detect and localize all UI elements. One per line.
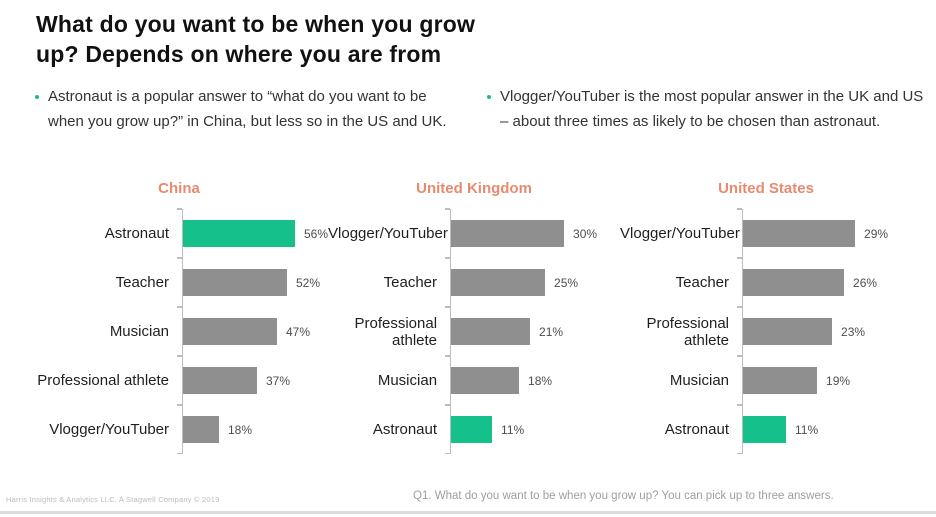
bar: [183, 318, 277, 345]
bar-track: 19%: [737, 355, 912, 405]
bar-track: 18%: [445, 355, 620, 405]
footer-source: Harris Insights & Analytics LLC, A Stagw…: [6, 495, 220, 504]
value-label: 29%: [864, 226, 889, 241]
bar-track: 11%: [737, 404, 912, 454]
value-label: 21%: [539, 324, 564, 339]
bar: [451, 367, 520, 394]
charts-row: China Astronaut 56% Teacher 52% Musician 47% P…: [0, 180, 936, 454]
value-label: 56%: [304, 226, 329, 241]
bullet-dot-icon: [487, 95, 491, 99]
value-label: 26%: [853, 275, 878, 290]
category-label: Astronaut: [104, 225, 169, 242]
chart-row: Musician 19%: [620, 355, 912, 405]
page-title-line1: What do you want to be when you grow: [36, 11, 476, 37]
value-label: 37%: [266, 373, 291, 388]
chart-united-states: United States Vlogger/YouTuber 29% Teacher…: [620, 180, 912, 454]
bar: [743, 367, 818, 394]
chart-title: United Kingdom: [416, 180, 532, 197]
chart-rows: Vlogger/YouTuber 29% Teacher 26% Professiona…: [620, 208, 912, 454]
bar-track: 37%: [176, 355, 328, 405]
chart-row: Professional athlete 23%: [620, 306, 912, 356]
bullet-text: Astronaut is a popular answer to “what d…: [48, 88, 447, 130]
category-label: Professional athlete: [37, 372, 169, 389]
bar: [743, 416, 787, 443]
category-label: Professional athlete: [354, 314, 438, 349]
bar: [183, 416, 219, 443]
chart-rows: Astronaut 56% Teacher 52% Musician 47% Profess…: [30, 208, 329, 454]
category-label: Musician: [109, 323, 169, 340]
bar: [743, 220, 856, 247]
value-label: 18%: [228, 422, 253, 437]
chart-row: Teacher 25%: [328, 257, 620, 307]
chart-row: Astronaut 11%: [328, 404, 620, 454]
value-label: 23%: [841, 324, 866, 339]
bar-track: 18%: [176, 404, 328, 454]
chart-title: China: [158, 180, 200, 197]
bar-track: 11%: [445, 404, 620, 454]
chart-title: United States: [718, 180, 814, 197]
bar-track: 30%: [445, 208, 620, 258]
chart-china: China Astronaut 56% Teacher 52% Musician 47% P…: [30, 180, 328, 454]
value-label: 52%: [296, 275, 321, 290]
chart-row: Musician 18%: [328, 355, 620, 405]
category-label: Teacher: [115, 274, 169, 291]
value-label: 25%: [554, 275, 579, 290]
bullet-list: Astronaut is a popular answer to “what d…: [35, 84, 936, 134]
chart-row: Vlogger/YouTuber 30%: [328, 208, 620, 258]
bar: [183, 220, 295, 247]
bar: [451, 220, 565, 247]
bar-track: 52%: [176, 257, 328, 307]
bar-track: 29%: [737, 208, 912, 258]
bar-track: 26%: [737, 257, 912, 307]
bullet-item: Astronaut is a popular answer to “what d…: [35, 84, 458, 134]
bullet-text: Vlogger/YouTuber is the most popular ans…: [500, 88, 924, 130]
bar: [451, 318, 531, 345]
bar-track: 56%: [176, 208, 329, 258]
chart-row: Vlogger/YouTuber 29%: [620, 208, 912, 258]
chart-united-kingdom: United Kingdom Vlogger/YouTuber 30% Teache…: [328, 180, 620, 454]
chart-row: Vlogger/YouTuber 18%: [30, 404, 328, 454]
chart-rows: Vlogger/YouTuber 30% Teacher 25% Professiona…: [328, 208, 620, 454]
chart-row: Teacher 52%: [30, 257, 328, 307]
page-title-line2: up? Depends on where you are from: [36, 41, 442, 67]
value-label: 19%: [826, 373, 851, 388]
value-label: 30%: [573, 226, 598, 241]
value-label: 11%: [501, 422, 525, 437]
category-label: Musician: [669, 372, 730, 389]
category-label: Teacher: [383, 274, 438, 291]
category-label: Professional athlete: [646, 314, 730, 349]
chart-row: Musician 47%: [30, 306, 328, 356]
chart-row: Astronaut 11%: [620, 404, 912, 454]
bar: [451, 416, 493, 443]
value-label: 18%: [528, 373, 553, 388]
footer-question: Q1. What do you want to be when you grow…: [413, 490, 834, 502]
category-label: Vlogger/YouTuber: [620, 225, 740, 242]
bar: [743, 318, 833, 345]
chart-row: Teacher 26%: [620, 257, 912, 307]
bar-track: 47%: [176, 306, 328, 356]
bar-track: 25%: [445, 257, 620, 307]
category-label: Teacher: [675, 274, 730, 291]
chart-row: Professional athlete 37%: [30, 355, 328, 405]
bullet-item: Vlogger/YouTuber is the most popular ans…: [487, 84, 932, 134]
page-title: What do you want to be when you grow up?…: [0, 0, 936, 69]
bar: [183, 367, 257, 394]
value-label: 47%: [286, 324, 311, 339]
chart-row: Astronaut 56%: [30, 208, 329, 258]
bar-track: 21%: [445, 306, 620, 356]
bar: [451, 269, 546, 296]
value-label: 11%: [795, 422, 819, 437]
bar: [743, 269, 845, 296]
chart-row: Professional athlete 21%: [328, 306, 620, 356]
category-label: Astronaut: [372, 421, 438, 438]
category-label: Vlogger/YouTuber: [49, 421, 169, 438]
category-label: Astronaut: [664, 421, 730, 438]
category-label: Vlogger/YouTuber: [328, 225, 448, 242]
bar: [183, 269, 287, 296]
bullet-dot-icon: [35, 95, 39, 99]
category-label: Musician: [377, 372, 438, 389]
bar-track: 23%: [737, 306, 912, 356]
